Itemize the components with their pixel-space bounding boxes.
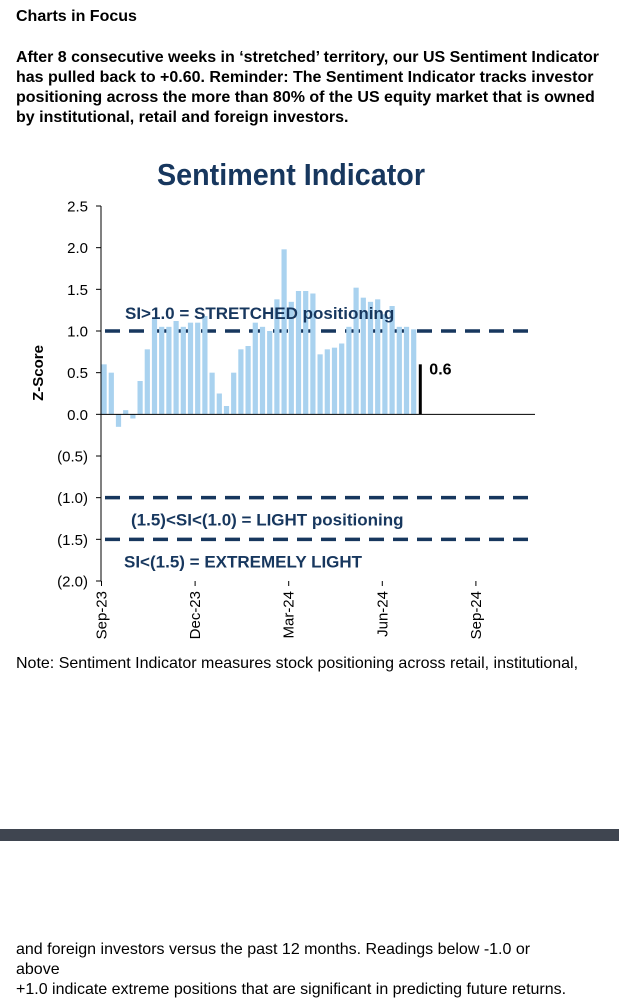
- bar: [202, 316, 208, 415]
- y-tick-label: (1.5): [57, 532, 88, 549]
- bar: [115, 414, 122, 427]
- x-tick-label: Dec-23: [187, 591, 204, 639]
- reference-line-label: (1.5)<SI<(1.0) = LIGHT positioning: [131, 511, 404, 530]
- bar: [288, 301, 294, 415]
- bar: [144, 349, 150, 415]
- bar: [295, 291, 302, 415]
- bar: [101, 364, 107, 415]
- bar: [252, 322, 258, 415]
- bar: [281, 249, 287, 415]
- bar: [353, 287, 359, 415]
- page-break-bar: [0, 829, 619, 841]
- y-tick-label: 1.0: [67, 324, 88, 341]
- reference-line-label: SI<(1.5) = EXTREMELY LIGHT: [124, 552, 363, 571]
- bar: [123, 410, 129, 415]
- y-axis-label: Z-Score: [30, 345, 47, 401]
- bar: [367, 301, 374, 415]
- x-tick-label: Jun-24: [374, 591, 391, 637]
- x-tick-label: Sep-23: [94, 591, 111, 639]
- bar: [267, 331, 273, 415]
- bar: [166, 326, 172, 415]
- bar: [360, 297, 366, 415]
- x-tick-label: Mar-24: [281, 591, 298, 639]
- note-line: above: [16, 961, 60, 978]
- section-title: Charts in Focus: [16, 8, 137, 25]
- note-line: +1.0 indicate extreme positions that are…: [16, 981, 567, 998]
- bar: [159, 326, 165, 415]
- y-tick-label: 0.0: [67, 407, 88, 424]
- y-tick-label: (0.5): [57, 449, 88, 466]
- sentiment-indicator-chart: Sentiment Indicator Z-Score 2.5 2.0 1.5 1.0…: [30, 157, 535, 639]
- bar: [231, 372, 237, 415]
- bar: [137, 381, 143, 415]
- bar: [187, 322, 194, 415]
- bar: [130, 414, 136, 419]
- bar: [238, 349, 244, 415]
- bar: [223, 406, 230, 415]
- bar: [216, 393, 222, 415]
- chart-note: Note: Sentiment Indicator measures stock…: [16, 655, 579, 672]
- intro-paragraph: After 8 consecutive weeks in ‘stretched’…: [16, 49, 599, 126]
- reference-line-label: SI>1.0 = STRETCHED positioning: [125, 304, 394, 323]
- chart-note-continued: and foreign investors versus the past 12…: [16, 940, 616, 1000]
- note-line: and foreign investors versus the past 12…: [16, 941, 531, 958]
- bar: [180, 326, 186, 415]
- bar: [108, 372, 114, 415]
- y-tick-label: 2.5: [67, 199, 88, 216]
- bar: [259, 326, 266, 415]
- bar: [173, 321, 179, 415]
- bar: [151, 318, 158, 415]
- y-tick-label: 1.5: [67, 282, 88, 299]
- bar: [245, 346, 251, 415]
- bar: [403, 326, 410, 415]
- bar: [303, 291, 309, 415]
- bar: [346, 326, 352, 415]
- bar: [310, 293, 316, 415]
- bar: [389, 306, 395, 415]
- bar: [274, 299, 280, 415]
- bar: [382, 314, 388, 415]
- y-tick-label: (2.0): [57, 574, 88, 591]
- bar: [209, 372, 215, 415]
- bar: [324, 349, 330, 415]
- y-tick-label: 2.0: [67, 240, 88, 257]
- bar: [331, 347, 338, 415]
- x-tick-label: Sep-24: [468, 591, 485, 639]
- bar: [339, 343, 345, 415]
- bar: [317, 354, 323, 415]
- bar: [375, 299, 381, 415]
- bar: [195, 322, 201, 415]
- y-tick-label: (1.0): [57, 490, 88, 507]
- bar: [396, 326, 402, 415]
- y-tick-label: 0.5: [67, 365, 88, 382]
- chart-title: Sentiment Indicator: [157, 157, 425, 192]
- latest-value-label: 0.6: [429, 361, 451, 378]
- bar: [411, 329, 417, 415]
